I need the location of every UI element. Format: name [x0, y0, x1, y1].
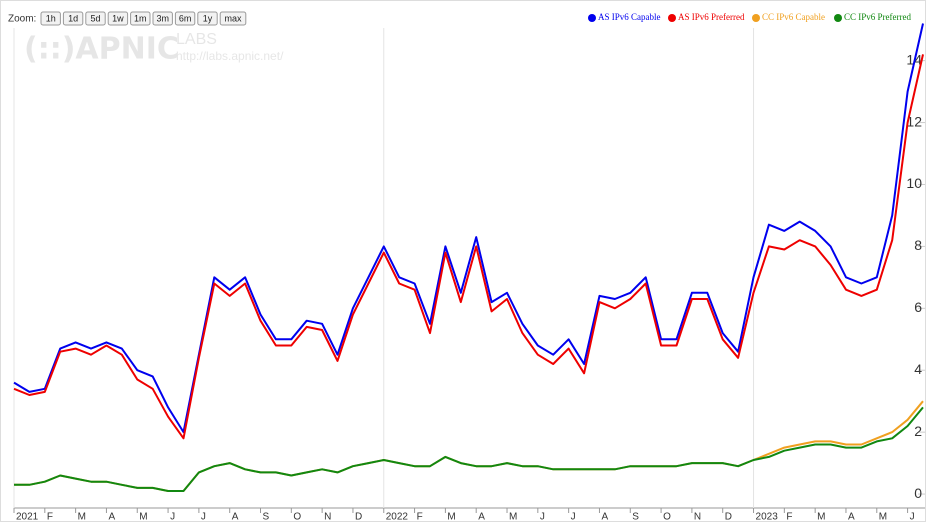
x-tick-label: F — [417, 512, 423, 522]
x-tick-label: J — [910, 512, 915, 522]
legend-label: CC IPv6 Preferred — [844, 12, 911, 22]
x-tick-label: N — [324, 512, 331, 522]
x-tick-label: 2022 — [386, 512, 409, 522]
x-tick-label: S — [632, 512, 639, 522]
x-tick-label: M — [78, 512, 86, 522]
x-tick-label: J — [201, 512, 206, 522]
series-line — [14, 406, 924, 492]
zoom-button-label[interactable]: 1m — [134, 13, 147, 23]
x-tick-label: M — [447, 512, 455, 522]
series-line — [13, 54, 924, 440]
x-tick-label: J — [540, 512, 545, 522]
legend-swatch — [668, 14, 676, 22]
watermark: (::)APNIC LABS http://labs.apnic.net/ — [24, 31, 284, 66]
y-tick-label: 0 — [914, 485, 922, 501]
zoom-button-label[interactable]: max — [224, 13, 242, 23]
zoom-button-label[interactable]: 1d — [68, 13, 78, 23]
watermark-logo: (::)APNIC — [24, 32, 179, 67]
x-tick-label: M — [817, 512, 825, 522]
x-tick-label: F — [786, 512, 792, 522]
x-tick-label: A — [108, 512, 115, 522]
y-tick-label: 2 — [914, 423, 922, 439]
zoom-button[interactable] — [130, 11, 151, 26]
zoom-button[interactable] — [85, 11, 106, 26]
y-tick-label: 10 — [906, 175, 922, 191]
zoom-button[interactable] — [174, 11, 196, 26]
x-tick-label: A — [601, 512, 608, 522]
x-tick-label: A — [478, 512, 485, 522]
legend-label: AS IPv6 Capable — [598, 12, 661, 22]
x-tick-label: O — [293, 512, 301, 522]
watermark-labs: LABS — [176, 31, 217, 48]
x-tick-label: O — [663, 512, 671, 522]
zoom-button-label[interactable]: 1h — [46, 13, 56, 23]
x-tick-label: S — [263, 512, 270, 522]
zoom-button-label[interactable]: 5d — [90, 13, 100, 23]
zoom-label: Zoom: — [8, 14, 36, 25]
zoom-button-label[interactable]: 3m — [156, 13, 169, 23]
zoom-button[interactable] — [107, 11, 129, 26]
x-tick-label: F — [47, 512, 53, 522]
x-tick-label: J — [170, 512, 175, 522]
y-tick-label: 6 — [914, 299, 922, 315]
legend-swatch — [588, 14, 596, 22]
zoom-button[interactable] — [197, 11, 218, 26]
x-tick-label: J — [571, 512, 576, 522]
x-tick-label: A — [232, 512, 239, 522]
zoom-button-label[interactable]: 1y — [203, 13, 213, 23]
x-tick-label: D — [355, 512, 362, 522]
zoom-button-label[interactable]: 6m — [179, 13, 192, 23]
legend-label: CC IPv6 Capable — [762, 12, 825, 22]
y-tick-label: 8 — [914, 237, 922, 253]
zoom-button[interactable] — [152, 11, 173, 26]
legend-label: AS IPv6 Preferred — [678, 12, 745, 22]
zoom-button[interactable] — [62, 11, 84, 26]
x-tick-label: M — [509, 512, 517, 522]
x-tick-label: 2021 — [16, 512, 39, 522]
legend-swatch — [752, 14, 760, 22]
x-tick-label: M — [879, 512, 887, 522]
x-tick-label: A — [848, 512, 855, 522]
x-tick-label: D — [725, 512, 732, 522]
zoom-button[interactable] — [219, 11, 247, 26]
x-tick-label: 2023 — [756, 512, 779, 522]
y-tick-label: 12 — [906, 113, 922, 129]
zoom-button-label[interactable]: 1w — [112, 13, 124, 23]
y-tick-label: 4 — [914, 361, 922, 377]
series-line — [13, 23, 924, 434]
watermark-url: http://labs.apnic.net/ — [176, 49, 284, 63]
x-tick-label: N — [694, 512, 701, 522]
legend-swatch — [834, 14, 842, 22]
x-tick-label: M — [139, 512, 147, 522]
zoom-button[interactable] — [40, 11, 61, 26]
